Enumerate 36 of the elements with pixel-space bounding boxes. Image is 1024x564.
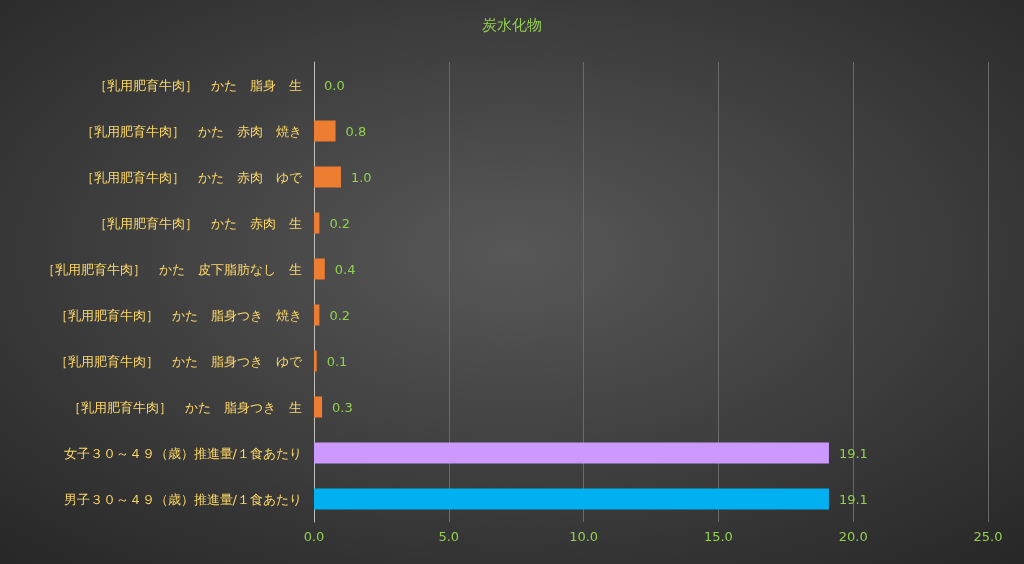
bar xyxy=(314,396,323,418)
y-tick-label: ［乳用肥育牛肉］ かた 脂身 生 xyxy=(94,77,302,93)
x-tick-label: 25.0 xyxy=(973,529,1003,544)
bar xyxy=(314,350,317,372)
bar xyxy=(314,304,320,326)
data-label: 0.2 xyxy=(329,215,351,231)
bar xyxy=(314,258,325,280)
y-tick-label: ［乳用肥育牛肉］ かた 皮下脂肪なし 生 xyxy=(42,261,302,277)
data-label: 0.3 xyxy=(332,399,353,415)
y-tick-label: ［乳用肥育牛肉］ かた 赤肉 ゆで xyxy=(81,169,303,185)
bar xyxy=(314,212,320,234)
data-label: 0.0 xyxy=(324,77,345,93)
y-tick-label: 女子３０～４９（歳）推進量/１食あたり xyxy=(63,445,302,461)
bar xyxy=(314,166,341,188)
data-label: 19.1 xyxy=(838,491,868,507)
data-label: 19.1 xyxy=(838,445,868,461)
x-tick-label: 10.0 xyxy=(569,529,599,544)
y-tick-label: ［乳用肥育牛肉］ かた 脂身つき ゆで xyxy=(55,353,303,369)
y-tick-label: 男子３０～４９（歳）推進量/１食あたり xyxy=(63,491,302,507)
data-label: 0.2 xyxy=(329,307,351,323)
data-label: 0.1 xyxy=(326,353,348,369)
data-label: 1.0 xyxy=(350,169,372,185)
bar xyxy=(314,120,336,142)
y-tick-label: ［乳用肥育牛肉］ かた 脂身つき 焼き xyxy=(55,307,302,323)
x-tick-label: 15.0 xyxy=(703,529,733,544)
data-label: 0.4 xyxy=(334,261,356,277)
data-label: 0.8 xyxy=(345,123,367,139)
x-tick-label: 20.0 xyxy=(838,529,868,544)
x-tick-label: 5.0 xyxy=(438,529,460,544)
bar xyxy=(314,442,829,464)
y-tick-label: ［乳用肥育牛肉］ かた 赤肉 生 xyxy=(94,215,302,231)
y-tick-label: ［乳用肥育牛肉］ かた 赤肉 焼き xyxy=(81,123,302,139)
bar xyxy=(314,488,829,510)
chart-title: 炭水化物 xyxy=(482,15,542,34)
x-tick-label: 0.0 xyxy=(303,529,325,544)
y-tick-label: ［乳用肥育牛肉］ かた 脂身つき 生 xyxy=(68,399,302,415)
